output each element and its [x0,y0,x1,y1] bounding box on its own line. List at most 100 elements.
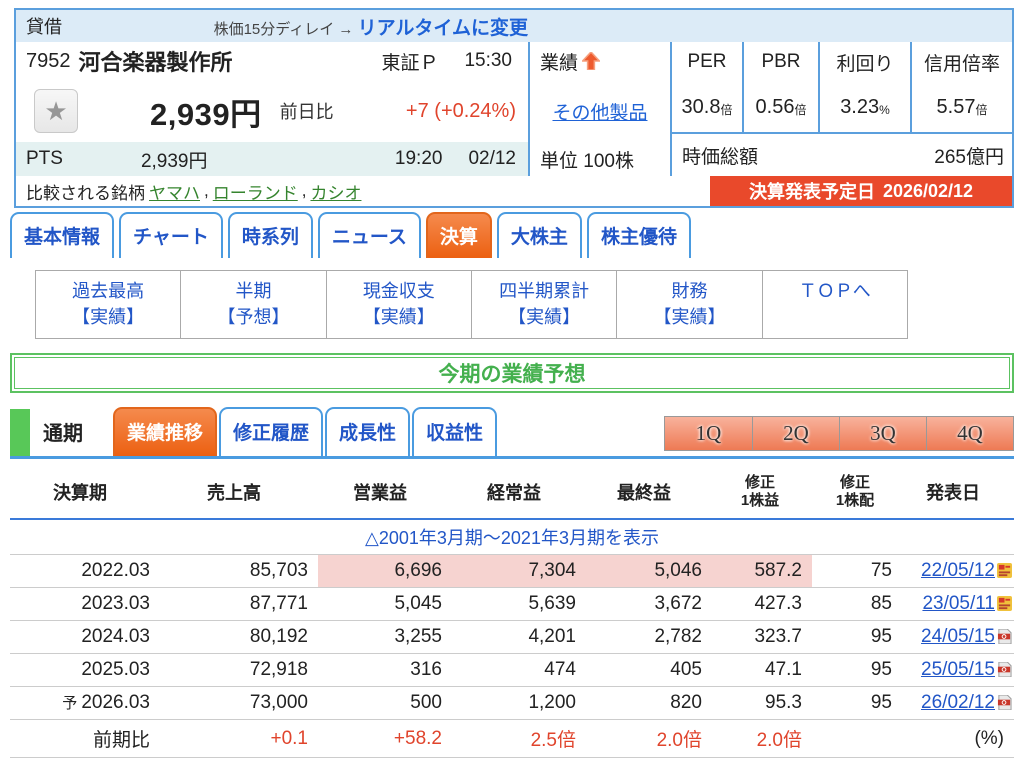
col-announce-date: 発表日 [902,465,1014,521]
col-period: 決算期 [10,465,160,521]
tab-basic-info[interactable]: 基本情報 [10,212,115,258]
yoy-label: 前期比 [10,719,160,759]
pts-price: 2,939円 [140,150,208,172]
subtab-revision-history[interactable]: 修正履歴 [219,407,324,457]
pdf-icon[interactable] [997,662,1012,678]
star-icon: ★ [44,95,68,126]
favorite-button[interactable]: ★ [34,89,78,133]
quarter-buttons: 1Q 2Q 3Q 4Q [664,416,1014,452]
col-ordinary-profit: 経常益 [452,465,586,521]
delay-note: 株価15分ディレイ → [213,20,354,38]
show-older-link-top[interactable]: △2001年3月期〜2021年3月期を表示 [365,528,659,549]
prev-day-label: 前日比 [279,102,334,122]
main-nav-tabs: 基本情報 チャート 時系列 ニュース 決算 大株主 株主優待 [10,212,1024,258]
menu-half-year[interactable]: 半期 【予想】 [180,271,325,339]
industry-panel: 業績 その他製品 単位 100株 [528,42,670,176]
forecast-mark: 予 [62,695,78,713]
announce-date-link[interactable]: 26/02/12 [921,692,995,714]
earnings-announce-label: 決算発表予定日 [748,182,875,202]
metrics-panel: PER 30.8 倍 PBR 0.56 倍 利回り 3.23% 信用倍率 5.57 倍 [670,42,1012,176]
compare-link-casio[interactable]: カシオ [310,183,362,203]
announce-date-link[interactable]: 22/05/12 [921,560,995,582]
pdf-icon[interactable] [997,695,1012,711]
per-label: PER [687,51,727,72]
margin-trading-label: 貸借 [26,17,62,37]
col-sales: 売上高 [160,465,318,521]
subtab-profitability[interactable]: 収益性 [412,407,498,457]
menu-top-link[interactable]: ＴＯＰへ [761,271,907,339]
table-row: 2025.03 72,918 316 474 405 47.1 95 25/05… [10,653,1014,688]
show-older-row: △2001年3月期〜2021年3月期を表示 [10,519,1014,556]
metric-per: PER 30.8 倍 [672,42,742,132]
menu-quarterly-cumulative[interactable]: 四半期累計 【実績】 [470,271,616,339]
ticker-code: 7952 [26,49,71,72]
quarter-2q-button[interactable]: 2Q [752,417,839,451]
earnings-announce-banner: 決算発表予定日 2026/02/12 [710,176,1012,206]
menu-all-time-high[interactable]: 過去最高 【実績】 [72,281,145,328]
col-adjusted-dividend: 修正 1株配 [812,465,902,521]
tab-chart[interactable]: チャート [119,212,223,258]
stock-header: 貸借 株価15分ディレイ → リアルタイムに変更 7952 河合楽器製作所 東証… [14,8,1014,208]
news-icon[interactable] [997,563,1012,579]
per-value: 30.8 [681,95,721,118]
tab-major-shareholders[interactable]: 大株主 [496,212,582,258]
yoy-unit: (%) [902,719,1014,759]
compare-link-roland[interactable]: ローランド [212,183,298,203]
menu-cash-flow[interactable]: 現金収支 【実績】 [325,271,471,339]
quarter-1q-button[interactable]: 1Q [665,417,752,451]
margin-ratio-label: 信用倍率 [923,53,1000,75]
table-row: 2022.03 85,703 6,696 7,304 5,046 587.2 7… [10,554,1014,589]
subtab-performance-trend[interactable]: 業績推移 [113,407,218,457]
earnings-announce-date: 2026/02/12 [882,180,974,201]
tab-news[interactable]: ニュース [317,212,421,258]
header-top-bar: 貸借 株価15分ディレイ → リアルタイムに変更 [16,10,1012,42]
compare-link-yamaha[interactable]: ヤマハ [149,183,200,203]
section-title: 今期の業績予想 [438,363,586,387]
tab-shareholder-benefits[interactable]: 株主優待 [586,212,691,258]
tab-time-series[interactable]: 時系列 [227,212,313,258]
announce-date-link[interactable]: 24/05/15 [921,626,995,648]
market-segment: 東証Ｐ [381,52,439,74]
compare-label: 比較される銘柄 [26,183,145,203]
quarter-3q-button[interactable]: 3Q [839,417,926,451]
performance-label: 業績 [540,52,579,74]
table-row: 2023.03 87,771 5,045 5,639 3,672 427.3 8… [10,587,1014,622]
realtime-switch-link[interactable]: リアルタイムに変更 [357,17,528,39]
tab-earnings[interactable]: 決算 [425,212,492,258]
stock-name: 河合楽器製作所 [78,50,233,75]
trading-unit: 単位 100株 [540,150,634,172]
market-cap-row: 時価総額 265億円 [672,132,1012,176]
pbr-label: PBR [761,51,801,72]
announce-date-link[interactable]: 25/05/15 [921,659,995,681]
quote-panel: 7952 河合楽器製作所 東証Ｐ 15:30 ★ 2,939円 前日比 +7 (… [16,42,528,176]
subtab-growth[interactable]: 成長性 [325,407,411,457]
margin-ratio-value: 5.57 [936,95,976,118]
table-row: 2024.03 80,192 3,255 4,201 2,782 323.7 9… [10,620,1014,655]
announce-date-link[interactable]: 23/05/11 [922,593,995,615]
price-change: +7 (+0.24%) [405,99,516,122]
industry-link[interactable]: その他製品 [552,102,648,124]
quote-time: 15:30 [464,50,512,71]
col-operating-profit: 営業益 [318,465,452,521]
stock-page: 貸借 株価15分ディレイ → リアルタイムに変更 7952 河合楽器製作所 東証… [0,8,1024,761]
menu-financials[interactable]: 財務 【実績】 [616,271,761,339]
table-row-forecast: 予 2026.03 73,000 500 1,200 820 95.3 95 26… [10,686,1014,721]
pts-date: 02/12 [468,148,516,169]
earnings-sub-menu: 過去最高 【実績】 半期 【予想】 現金収支 【実績】 四半期累計 【実績】 財務 【実績… [35,270,908,340]
table-header-row: 決算期 売上高 営業益 経常益 最終益 修正 1株益 修正 1株配 発表日 [10,465,1014,521]
yield-label: 利回り [836,53,894,75]
earnings-table: 決算期 売上高 営業益 経常益 最終益 修正 1株益 修正 1株配 発表日 △200… [10,465,1014,761]
col-net-profit: 最終益 [586,465,712,521]
performance-up-arrow-icon [582,52,601,70]
pbr-value: 0.56 [755,95,795,118]
pdf-icon[interactable] [997,629,1012,645]
pts-time: 19:20 [394,148,443,169]
market-cap-value: 265億円 [934,146,1004,168]
period-green-marker [10,409,30,457]
quarter-4q-button[interactable]: 4Q [926,417,1013,451]
yoy-row: 前期比 +0.1 +58.2 2.5倍 2.0倍 2.0倍 (%) [10,719,1014,759]
metric-pbr: PBR 0.56 倍 [742,42,818,132]
pts-row: PTS 2,939円 19:20 02/12 [16,142,528,176]
yield-value: 3.23 [840,95,880,118]
news-icon[interactable] [997,596,1012,612]
